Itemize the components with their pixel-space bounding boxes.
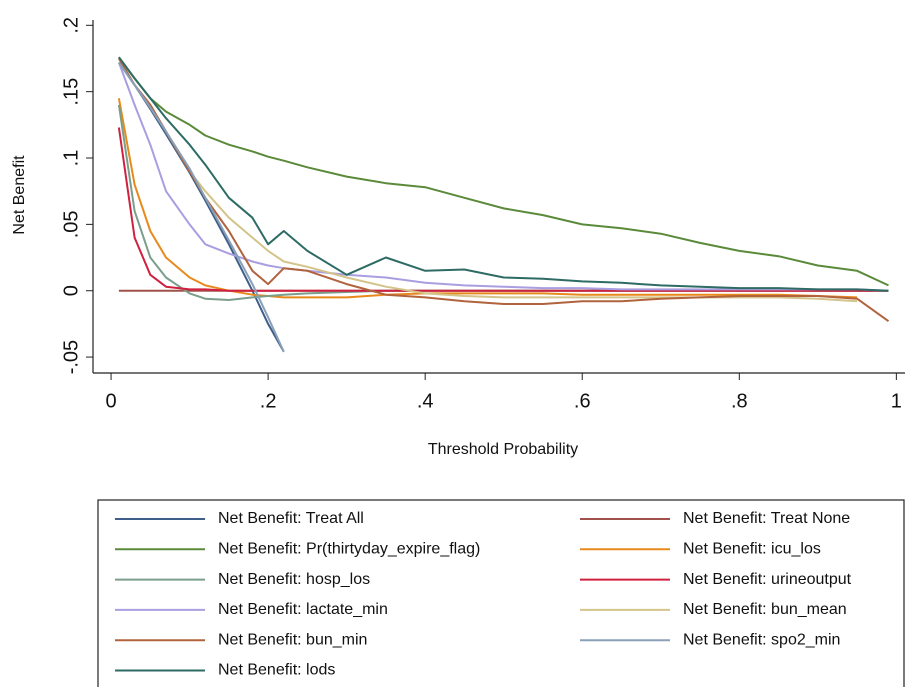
y-tick-label: .15 <box>60 78 82 106</box>
legend-label: Net Benefit: Treat All <box>218 510 364 527</box>
legend-label: Net Benefit: Treat None <box>683 510 850 527</box>
x-tick-label: 0 <box>105 390 116 412</box>
series-line <box>118 57 890 323</box>
legend-label: Net Benefit: icu_los <box>683 541 821 558</box>
x-tick-label: .4 <box>417 390 434 412</box>
y-tick-label: .05 <box>60 210 82 238</box>
legend-label: Net Benefit: spo2_min <box>683 631 840 648</box>
y-tick-label: -.05 <box>60 340 82 374</box>
x-tick-label: .8 <box>731 390 748 412</box>
y-tick-label: 0 <box>60 285 82 296</box>
x-tick-label: .2 <box>260 390 277 412</box>
x-axis-label: Threshold Probability <box>428 441 578 458</box>
legend-box <box>97 499 905 687</box>
x-tick-label: .6 <box>574 390 591 412</box>
legend-label: Net Benefit: Pr(thirtyday_expire_flag) <box>218 541 480 558</box>
y-tick-label: .2 <box>60 17 82 34</box>
series-line <box>118 56 889 287</box>
legend-label: Net Benefit: lactate_min <box>218 601 388 618</box>
y-axis-label: Net Benefit <box>11 155 28 235</box>
legend-label: Net Benefit: bun_min <box>218 631 367 648</box>
series-line <box>118 61 285 353</box>
y-tick-label: .1 <box>60 150 82 167</box>
series-line <box>117 62 889 292</box>
legend-label: Net Benefit: urineoutput <box>683 571 852 588</box>
series-line <box>118 61 285 353</box>
x-tick-label: 1 <box>891 390 902 412</box>
legend-label: Net Benefit: lods <box>218 662 335 679</box>
series-line <box>118 56 889 292</box>
legend-label: Net Benefit: bun_mean <box>683 601 847 618</box>
series-line <box>118 57 858 303</box>
legend-label: Net Benefit: hosp_los <box>218 571 370 588</box>
